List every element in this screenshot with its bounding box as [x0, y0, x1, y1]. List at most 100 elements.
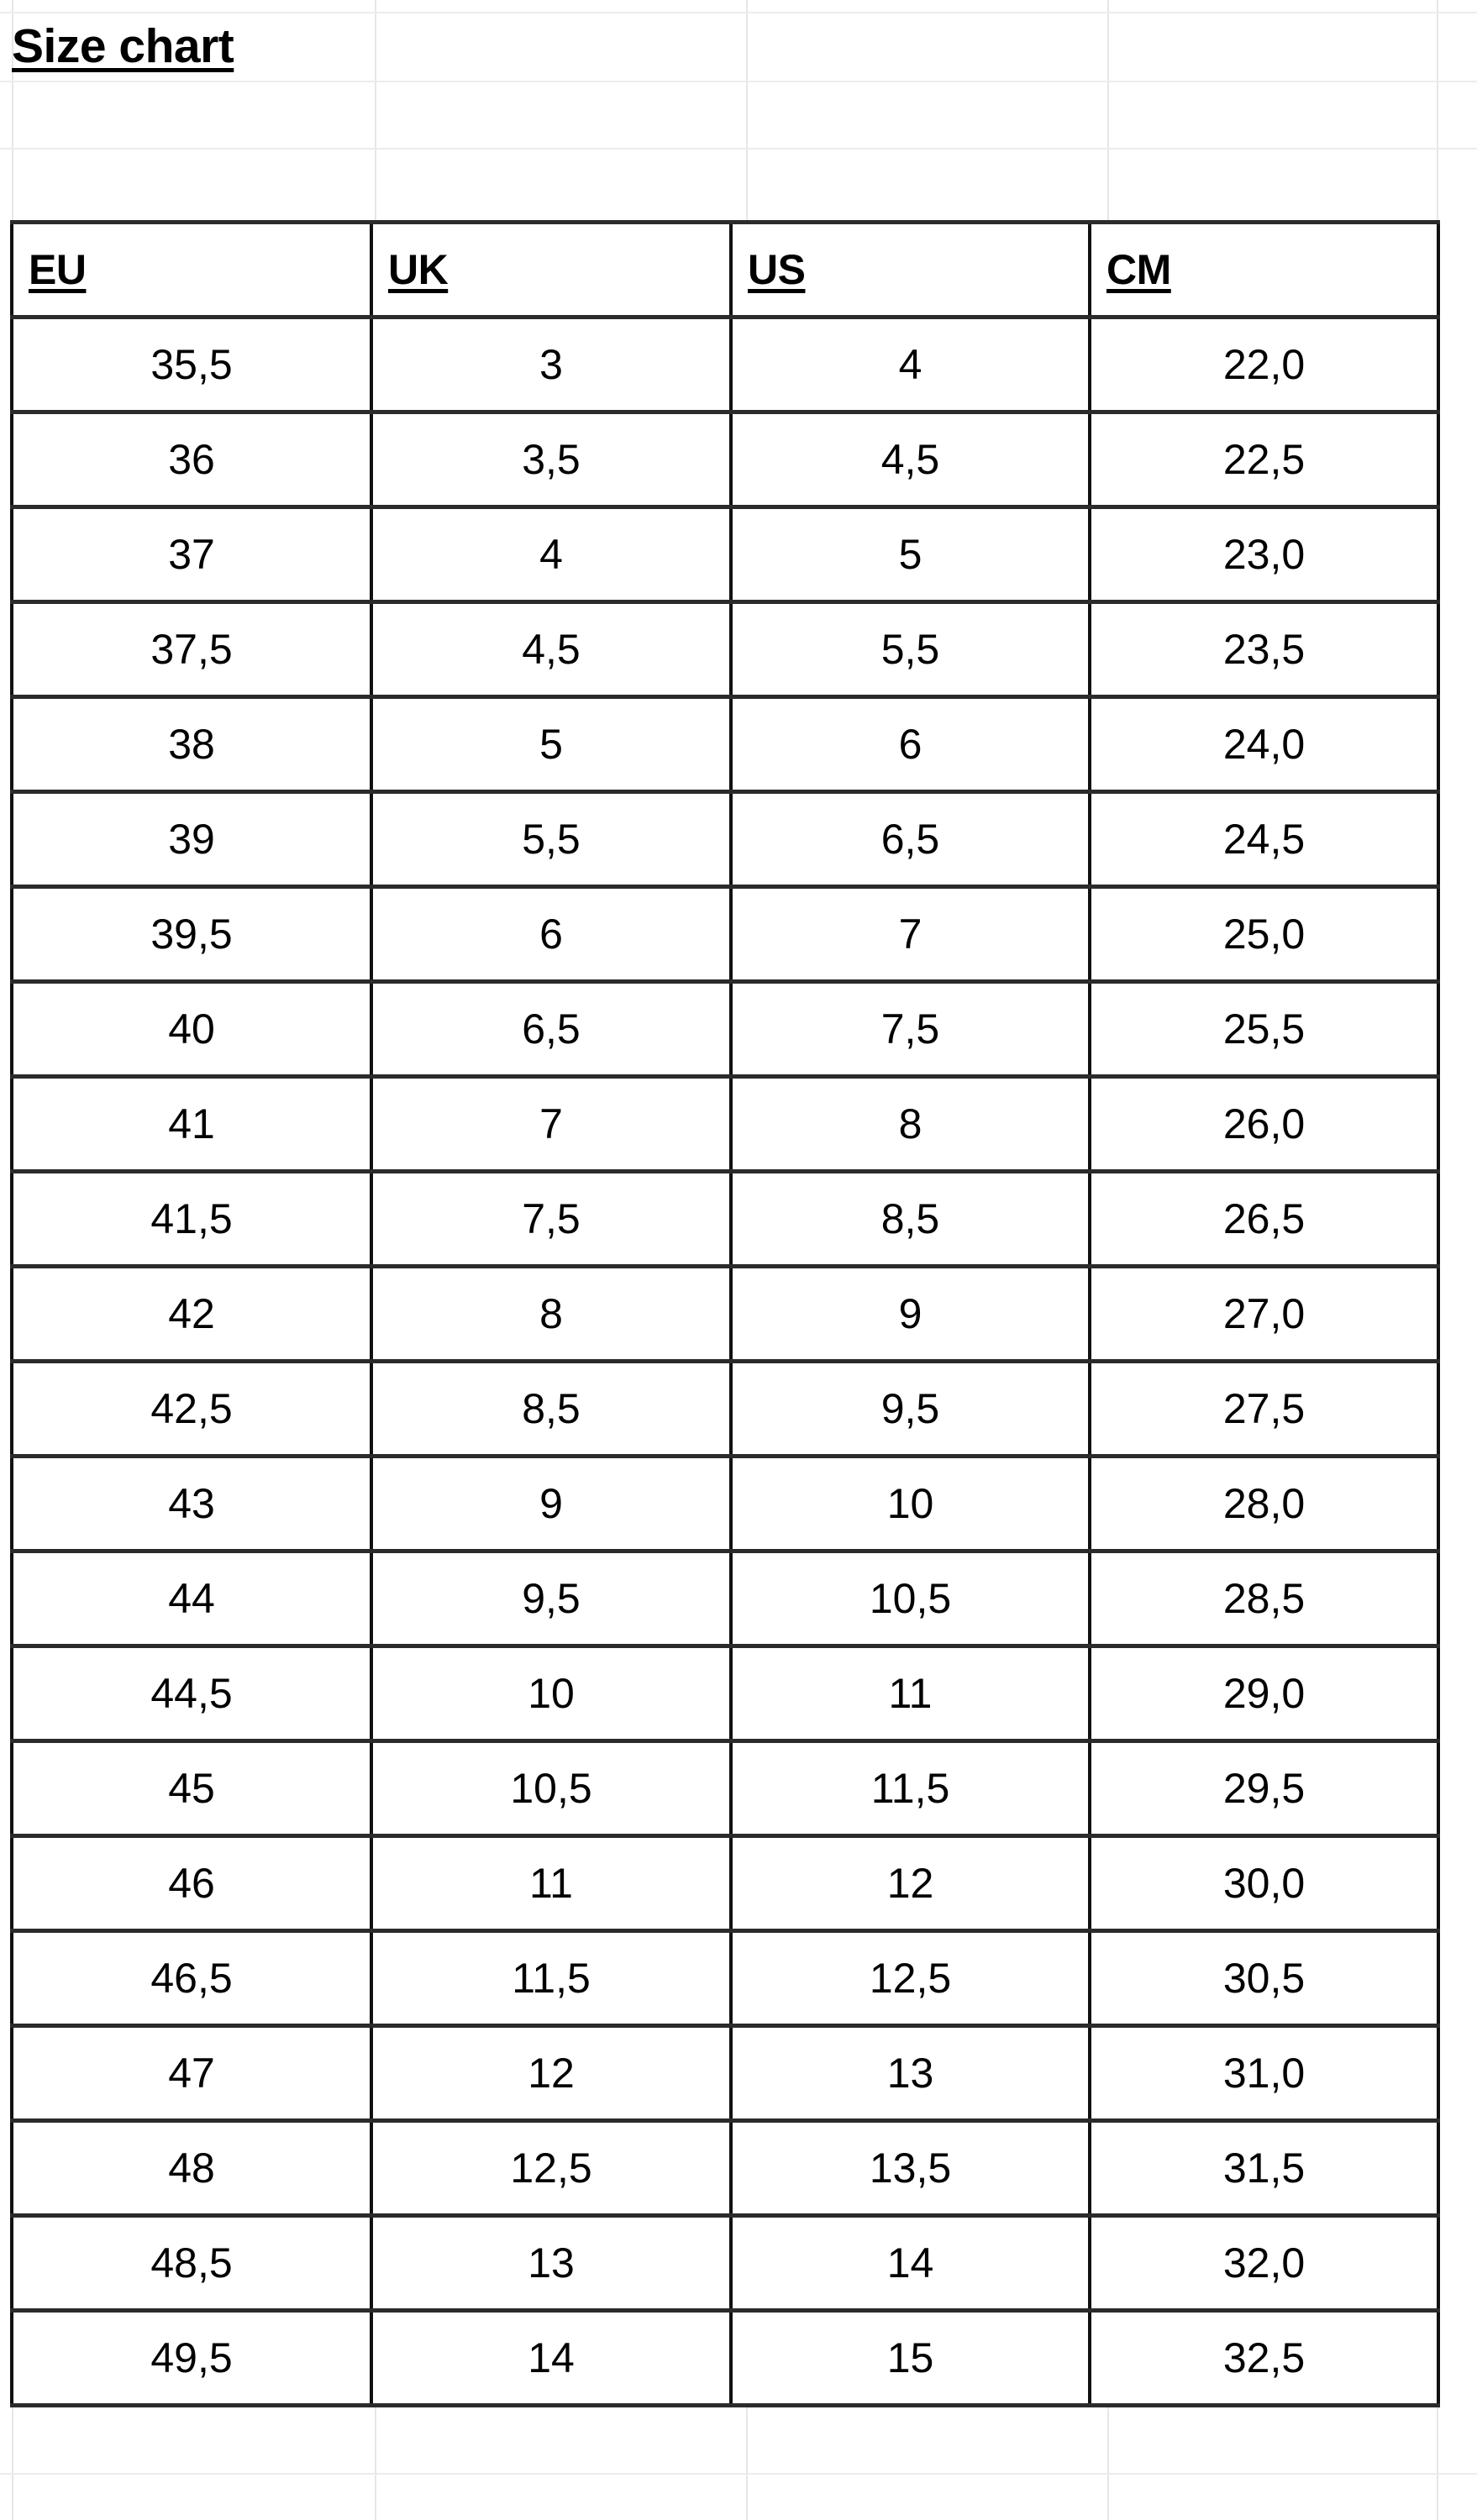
table-row: 41,5 7,5 8,5 26,5: [10, 1169, 1440, 1268]
cell-uk: 8,5: [370, 1359, 733, 1458]
cell-eu: 46,5: [10, 1929, 373, 2028]
table-row: 43 9 10 28,0: [10, 1454, 1440, 1553]
cell-us: 15: [729, 2308, 1091, 2407]
cell-us: 9,5: [729, 1359, 1091, 1458]
cell-eu: 44: [10, 1549, 373, 1648]
cell-eu: 44,5: [10, 1644, 373, 1743]
cell-uk: 10: [370, 1644, 733, 1743]
cell-eu: 48: [10, 2118, 373, 2218]
cell-us: 12: [729, 1834, 1091, 1933]
cell-cm: 32,5: [1088, 2308, 1440, 2407]
cell-us: 8: [729, 1074, 1091, 1173]
table-row: 45 10,5 11,5 29,5: [10, 1739, 1440, 1838]
cell-us: 5: [729, 505, 1091, 604]
cell-uk: 11,5: [370, 1929, 733, 2028]
table-row: 36 3,5 4,5 22,5: [10, 410, 1440, 509]
cell-us: 13: [729, 2024, 1091, 2123]
table-row: 42,5 8,5 9,5 27,5: [10, 1359, 1440, 1458]
cell-cm: 32,0: [1088, 2213, 1440, 2313]
cell-eu: 37: [10, 505, 373, 604]
table-row: 44 9,5 10,5 28,5: [10, 1549, 1440, 1648]
cell-cm: 25,5: [1088, 979, 1440, 1079]
cell-eu: 49,5: [10, 2308, 373, 2407]
cell-cm: 31,0: [1088, 2024, 1440, 2123]
cell-uk: 12,5: [370, 2118, 733, 2218]
cell-cm: 31,5: [1088, 2118, 1440, 2218]
table-row: 46 11 12 30,0: [10, 1834, 1440, 1933]
cell-uk: 13: [370, 2213, 733, 2313]
cell-uk: 7: [370, 1074, 733, 1173]
cell-us: 12,5: [729, 1929, 1091, 2028]
cell-us: 4: [729, 315, 1091, 414]
cell-eu: 41,5: [10, 1169, 373, 1268]
cell-eu: 36: [10, 410, 373, 509]
cell-uk: 6: [370, 885, 733, 984]
cell-eu: 38: [10, 695, 373, 794]
cell-cm: 22,5: [1088, 410, 1440, 509]
cell-cm: 29,5: [1088, 1739, 1440, 1838]
cell-uk: 14: [370, 2308, 733, 2407]
cell-eu: 39,5: [10, 885, 373, 984]
column-header-cm-label: CM: [1106, 246, 1171, 293]
cell-cm: 25,0: [1088, 885, 1440, 984]
column-header-uk-label: UK: [388, 246, 449, 293]
cell-uk: 3,5: [370, 410, 733, 509]
cell-eu: 35,5: [10, 315, 373, 414]
cell-cm: 29,0: [1088, 1644, 1440, 1743]
table-row: 35,5 3 4 22,0: [10, 315, 1440, 414]
table-row: 47 12 13 31,0: [10, 2024, 1440, 2123]
table-row: 42 8 9 27,0: [10, 1264, 1440, 1363]
size-chart-table: EU UK US CM 35,5 3 4 22,0 36 3,5 4,5 22,5 37 4 5 23…: [10, 220, 1440, 2407]
cell-uk: 11: [370, 1834, 733, 1933]
cell-uk: 9,5: [370, 1549, 733, 1648]
cell-cm: 26,5: [1088, 1169, 1440, 1268]
cell-us: 7,5: [729, 979, 1091, 1079]
cell-eu: 43: [10, 1454, 373, 1553]
cell-cm: 28,5: [1088, 1549, 1440, 1648]
cell-us: 10: [729, 1454, 1091, 1553]
table-body: 35,5 3 4 22,0 36 3,5 4,5 22,5 37 4 5 23,0 37,5 4,5 5,5…: [10, 315, 1440, 2407]
cell-uk: 9: [370, 1454, 733, 1553]
cell-eu: 46: [10, 1834, 373, 1933]
table-row: 38 5 6 24,0: [10, 695, 1440, 794]
cell-cm: 24,5: [1088, 790, 1440, 889]
cell-uk: 4,5: [370, 600, 733, 699]
cell-uk: 8: [370, 1264, 733, 1363]
table-row: 37,5 4,5 5,5 23,5: [10, 600, 1440, 699]
cell-us: 7: [729, 885, 1091, 984]
cell-cm: 28,0: [1088, 1454, 1440, 1553]
cell-us: 6: [729, 695, 1091, 794]
table-row: 46,5 11,5 12,5 30,5: [10, 1929, 1440, 2028]
gridline-horizontal: [0, 2473, 1477, 2475]
cell-uk: 4: [370, 505, 733, 604]
cell-eu: 40: [10, 979, 373, 1079]
table-header-row: EU UK US CM: [10, 220, 1440, 319]
cell-eu: 42: [10, 1264, 373, 1363]
cell-uk: 5: [370, 695, 733, 794]
table-row: 48,5 13 14 32,0: [10, 2213, 1440, 2313]
cell-cm: 27,0: [1088, 1264, 1440, 1363]
table-row: 39 5,5 6,5 24,5: [10, 790, 1440, 889]
cell-cm: 27,5: [1088, 1359, 1440, 1458]
cell-us: 11: [729, 1644, 1091, 1743]
cell-us: 4,5: [729, 410, 1091, 509]
table-row: 37 4 5 23,0: [10, 505, 1440, 604]
cell-us: 14: [729, 2213, 1091, 2313]
table-row: 39,5 6 7 25,0: [10, 885, 1440, 984]
cell-cm: 30,0: [1088, 1834, 1440, 1933]
gridline-horizontal: [0, 81, 1477, 82]
cell-eu: 41: [10, 1074, 373, 1173]
cell-uk: 7,5: [370, 1169, 733, 1268]
cell-cm: 30,5: [1088, 1929, 1440, 2028]
page-title: Size chart: [12, 19, 234, 73]
table-row: 44,5 10 11 29,0: [10, 1644, 1440, 1743]
cell-eu: 37,5: [10, 600, 373, 699]
column-header-cm: CM: [1088, 220, 1440, 319]
cell-cm: 24,0: [1088, 695, 1440, 794]
column-header-us-label: US: [748, 246, 806, 293]
cell-eu: 47: [10, 2024, 373, 2123]
cell-uk: 3: [370, 315, 733, 414]
cell-uk: 6,5: [370, 979, 733, 1079]
cell-cm: 26,0: [1088, 1074, 1440, 1173]
cell-eu: 48,5: [10, 2213, 373, 2313]
